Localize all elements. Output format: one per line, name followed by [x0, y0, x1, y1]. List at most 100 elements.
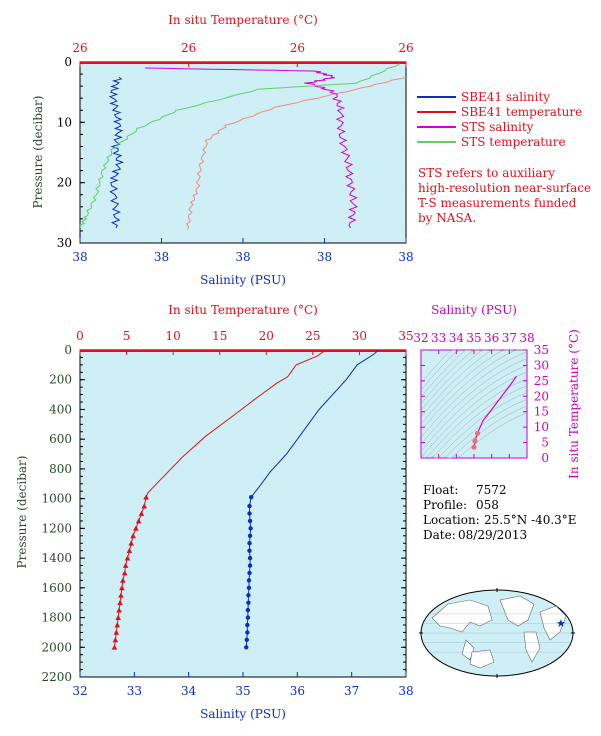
main-temperature-point: [133, 525, 139, 531]
main-pressure-tick-label: 600: [49, 432, 72, 446]
main-salinity-tick-label: 37: [344, 684, 359, 698]
date-label: Date:: [423, 528, 456, 542]
main-temperature-point: [122, 562, 129, 568]
main-temperature-point: [141, 503, 148, 509]
ts-salinity-tick-label: 32: [413, 331, 428, 345]
main-chart: 0 5 10 15 20 25 30 35 32 33 34 35 36 37 38 0 200 400 600 80…: [15, 303, 414, 721]
top-chart: 26 26 26 26 38 38 38 38 38 0 10 20 30 In situ Temper…: [31, 13, 591, 287]
main-temp-axis-title: In situ Temperature (°C): [168, 303, 318, 317]
main-salinity-point: [247, 548, 252, 553]
main-pressure-tick-label: 1400: [41, 551, 72, 565]
main-temperature-point: [114, 622, 121, 628]
ts-density-contour: [420, 358, 528, 445]
main-salinity-point: [248, 494, 254, 500]
map-landmasses: [431, 595, 567, 669]
legend-sbe41-temperature: SBE41 temperature: [461, 105, 582, 119]
top-salinity-axis-title: Salinity (PSU): [200, 273, 286, 287]
main-temperature-point: [119, 585, 125, 591]
ts-temp-tick-label: 25: [534, 374, 549, 388]
main-salinity-tick-label: 33: [127, 684, 142, 698]
ts-density-contour: [420, 371, 528, 459]
main-salinity-point: [247, 518, 253, 524]
top-pressure-tick-label: 30: [57, 236, 72, 250]
ts-temperature-axis-title: In situ Temperature (°C): [567, 329, 581, 479]
main-salinity-point: [247, 503, 252, 509]
ts-density-contour: [425, 378, 528, 459]
top-salinity-tick-label: 38: [235, 250, 250, 264]
ts-density-contour: [420, 349, 488, 411]
float-value: 7572: [476, 483, 507, 497]
main-temperature-point: [113, 629, 120, 635]
main-temp-tick-label: 35: [398, 329, 413, 343]
top-temp-tick-label: 26: [72, 41, 87, 55]
top-pressure-axis-title: Pressure (decibar): [31, 96, 45, 209]
top-temp-tick-label: 26: [290, 41, 305, 55]
main-temp-tick-label: 10: [166, 329, 181, 343]
main-salinity-tick-label: 38: [398, 684, 413, 698]
main-salinity-axis-title: Salinity (PSU): [200, 707, 286, 721]
main-pressure-axis-title: Pressure (decibar): [15, 456, 29, 569]
main-salinity-point: [247, 511, 252, 516]
ts-curve: [473, 375, 517, 448]
main-temperature-point: [135, 518, 142, 524]
map-southeast-asia: [461, 639, 475, 661]
main-temperature-point: [116, 607, 122, 613]
main-salinity-tick-label: 36: [290, 684, 305, 698]
top-plot-area: [79, 61, 407, 244]
ts-density-contour: [420, 349, 461, 391]
main-salinity-tick-label: 32: [72, 684, 87, 698]
ts-density-contour: [420, 349, 514, 425]
ts-density-contour: [420, 365, 528, 452]
sts-note-line-1: STS refers to auxiliary: [418, 166, 555, 180]
top-pressure-tick-label: 20: [57, 176, 72, 190]
ts-density-contour: [420, 349, 457, 384]
ts-salinity-tick-label: 35: [466, 331, 481, 345]
ts-salinity-tick-label: 34: [449, 331, 465, 345]
main-temperature-point: [124, 555, 131, 561]
ts-temp-tick-label: 10: [534, 420, 549, 434]
ts-temp-tick-label: 20: [534, 389, 549, 403]
map-australia: [469, 649, 495, 669]
main-salinity-point: [248, 526, 253, 531]
ts-temp-tick-label: 30: [534, 358, 549, 372]
main-salinity-point: [244, 637, 250, 643]
ts-salinity-tick-label: 37: [502, 331, 517, 345]
main-salinity-point: [245, 630, 250, 635]
main-salinity-point: [246, 593, 251, 598]
main-temperature-point: [115, 614, 121, 620]
main-salinity-point: [247, 570, 252, 576]
map-south-america: [523, 631, 541, 663]
sts-note: STS refers to auxiliary high-resolution …: [418, 166, 591, 225]
main-pressure-tick-label: 1600: [41, 581, 72, 595]
main-temp-tick-label: 30: [352, 329, 367, 343]
main-temperature-point: [111, 644, 118, 650]
top-series-sts-temperature: [79, 63, 400, 229]
main-temperature-point: [128, 540, 135, 546]
legend-sbe41-salinity: SBE41 salinity: [461, 90, 550, 104]
ts-deep-point: [471, 444, 477, 450]
main-temperature-point: [138, 510, 145, 516]
ts-density-contour: [447, 405, 528, 459]
profile-label: Profile:: [423, 498, 467, 512]
main-pressure-tick-label: 2000: [41, 640, 72, 654]
top-legend: SBE41 salinity SBE41 temperature STS sal…: [417, 90, 582, 149]
top-series-sts-salinity: [145, 67, 358, 229]
ts-density-contour: [420, 349, 479, 404]
ts-density-contour: [434, 392, 528, 459]
top-series-sbe41-salinity: [108, 76, 125, 229]
top-series-sbe41-temperature: [185, 76, 407, 230]
main-salinity-point: [247, 533, 253, 538]
main-temp-tick-label: 0: [76, 329, 84, 343]
main-temperature-point: [143, 494, 149, 500]
ts-salinity-tick-label: 38: [519, 331, 534, 345]
main-pressure-tick-label: 1000: [41, 492, 72, 506]
ts-density-contour: [429, 385, 528, 459]
float-label: Float:: [423, 483, 458, 497]
main-salinity-point: [247, 563, 253, 568]
ts-deep-point: [474, 430, 481, 436]
ts-temp-tick-label: 5: [541, 436, 549, 450]
ts-deep-point: [472, 438, 478, 444]
main-salinity-point: [246, 578, 252, 583]
